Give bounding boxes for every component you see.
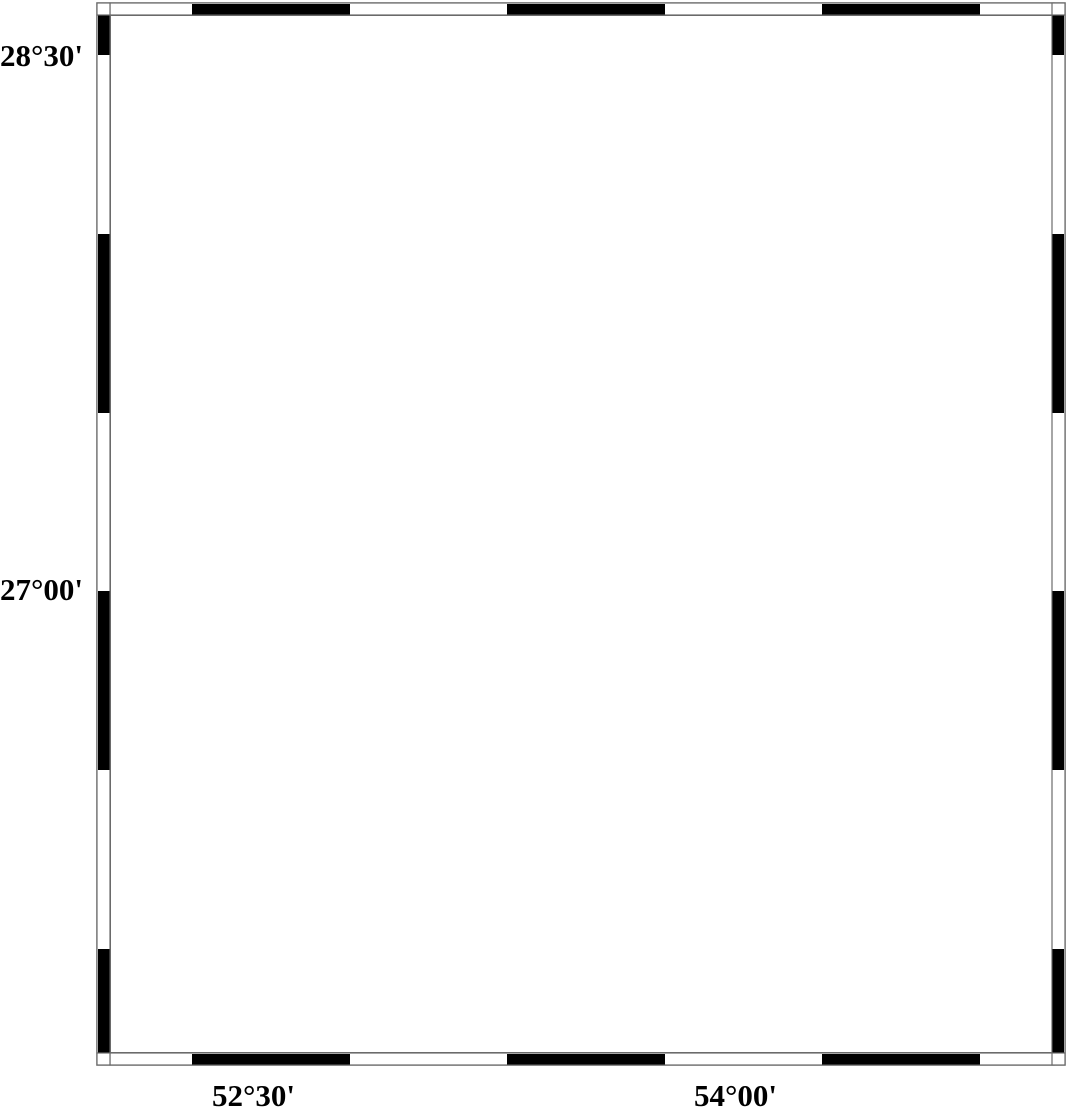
map-plot-area[interactable]: 60 km Gulf Magnitude 34567 <box>96 2 1066 1066</box>
frame-right-ticks <box>1051 14 1066 1054</box>
lat-tick-label-2830: 28°30' <box>0 38 84 73</box>
frame-left-ticks <box>96 14 111 1054</box>
lon-tick-label-5230: 52°30' <box>212 1078 296 1113</box>
frame-bottom-ticks <box>109 1052 1055 1066</box>
map-frame-border <box>96 2 1066 1066</box>
lon-tick-label-5400: 54°00' <box>694 1078 778 1113</box>
lat-tick-label-2700: 27°00' <box>0 572 84 607</box>
frame-top-ticks <box>109 2 1055 16</box>
